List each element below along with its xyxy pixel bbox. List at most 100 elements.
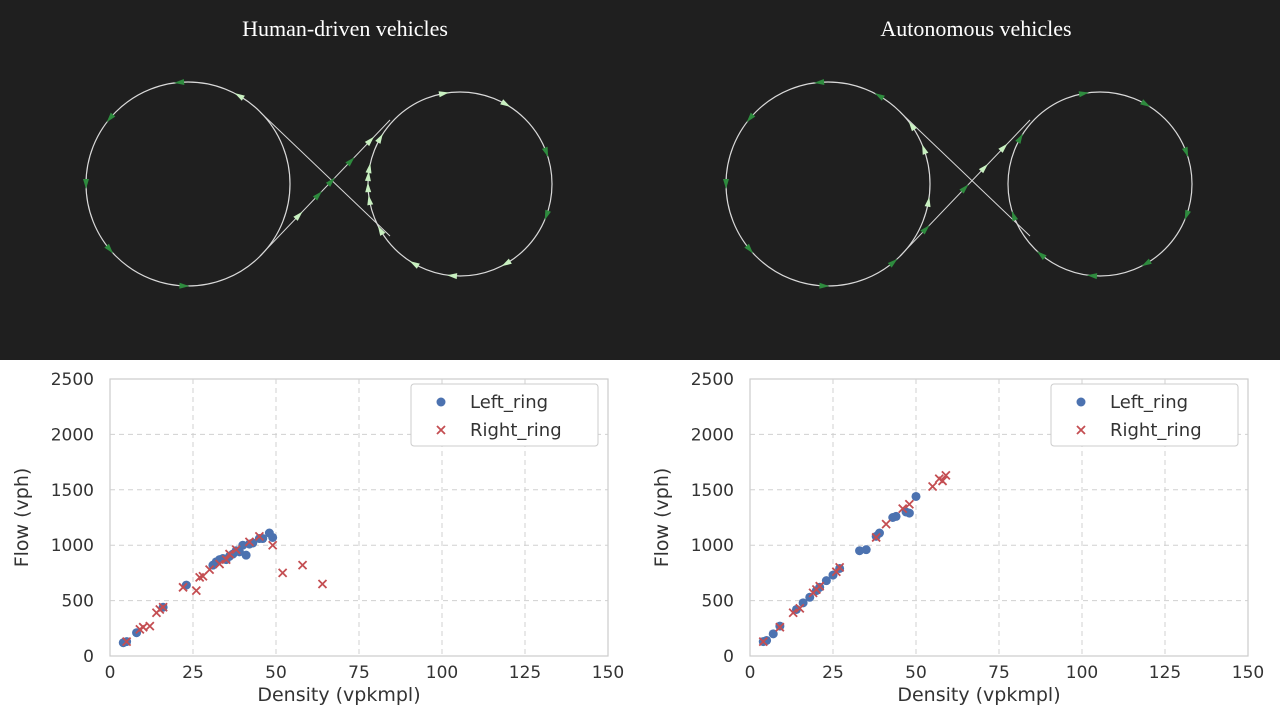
- right-ring-point: [191, 585, 201, 596]
- y-tick-label: 500: [702, 592, 734, 612]
- left-ring-point: [798, 598, 808, 608]
- legend: Left_ring Right_ring: [1050, 383, 1239, 447]
- left-ring-point: [861, 545, 871, 555]
- x-tick-label: 150: [1232, 663, 1264, 683]
- right-ring-point: [221, 554, 231, 565]
- vehicle-marker: [174, 78, 185, 85]
- legend-label: Right_ring: [470, 420, 562, 441]
- y-tick-label: 1500: [691, 481, 734, 501]
- vehicle-marker: [409, 261, 420, 269]
- y-tick-label: 1000: [51, 536, 94, 556]
- left-ring-point: [238, 540, 248, 550]
- vehicle-marker: [874, 93, 885, 101]
- x-tick-label: 25: [822, 663, 844, 683]
- right-ring-point: [904, 499, 914, 509]
- right-ring-point: [795, 603, 805, 613]
- vehicle-marker: [814, 78, 825, 85]
- right-ring-point: [145, 621, 155, 631]
- vehicle-marker: [1015, 133, 1023, 144]
- vehicle-marker: [723, 179, 729, 189]
- x-tick-label: 75: [988, 663, 1010, 683]
- legend-box: [410, 383, 599, 447]
- vehicle-marker: [978, 164, 988, 174]
- legend-marker-circle: [1076, 397, 1086, 407]
- vehicle-marker: [1181, 146, 1189, 158]
- vehicle-marker: [325, 177, 335, 187]
- left-ring-point: [768, 629, 778, 639]
- vehicle-marker: [367, 195, 374, 206]
- vehicle-marker: [1087, 273, 1098, 280]
- vehicle-marker: [364, 136, 374, 147]
- human-driven-flow-density-chart: 0 25 50 75 100 125 15005001000150020002500Dens…: [11, 370, 624, 706]
- vehicle-marker: [887, 258, 898, 268]
- human-driven-title: Human-driven vehicles: [242, 16, 448, 41]
- autonomous-flow-density-chart: 0 25 50 75 100 125 15005001000150020002500Dens…: [651, 370, 1264, 706]
- vehicle-marker: [106, 112, 116, 123]
- left-ring-track: [85, 81, 291, 287]
- y-tick-label: 2500: [51, 370, 94, 390]
- right-ring-point: [297, 560, 308, 570]
- right-ring-point: [835, 562, 845, 572]
- legend-marker-x: [436, 425, 446, 435]
- x-tick-label: 150: [592, 663, 624, 683]
- vehicle-marker: [541, 146, 549, 158]
- y-tick-label: 2000: [51, 425, 94, 445]
- right-ring-point: [941, 470, 951, 481]
- vehicle-marker: [377, 225, 386, 236]
- x-tick-label: 100: [1066, 663, 1098, 683]
- vehicle-marker: [500, 99, 511, 107]
- right-ring-point: [254, 531, 265, 541]
- vehicle-marker: [501, 258, 512, 267]
- right-ring-point: [937, 476, 948, 486]
- vehicle-marker: [1037, 251, 1047, 260]
- y-tick-label: 2500: [691, 370, 734, 390]
- vehicle-marker: [924, 196, 931, 208]
- vehicle-marker: [819, 282, 830, 289]
- right-ring-track: [1007, 91, 1193, 277]
- vehicle-marker: [1140, 99, 1151, 107]
- right-ring-point: [775, 622, 785, 632]
- connector-road: [259, 111, 391, 237]
- y-tick-label: 500: [62, 592, 94, 612]
- vehicle-marker: [234, 93, 245, 101]
- vehicle-marker: [959, 184, 969, 194]
- legend-marker-circle: [436, 397, 446, 407]
- right-ring-point: [178, 582, 188, 592]
- right-ring-point: [815, 581, 825, 591]
- x-tick-label: 100: [426, 663, 458, 683]
- vehicle-marker: [365, 163, 372, 174]
- right-ring-track: [367, 91, 553, 277]
- y-axis-label: Flow (vph): [11, 468, 33, 568]
- x-tick-label: 125: [509, 663, 541, 683]
- legend-marker-x: [1076, 425, 1086, 435]
- autonomous-title: Autonomous vehicles: [880, 16, 1072, 41]
- right-ring-point: [231, 544, 241, 555]
- vehicle-marker: [375, 133, 383, 144]
- y-axis-label: Flow (vph): [651, 468, 673, 568]
- x-tick-label: 125: [1149, 663, 1181, 683]
- right-ring-point: [224, 549, 235, 559]
- right-ring-point: [871, 532, 881, 543]
- y-tick-label: 0: [83, 647, 94, 667]
- x-tick-label: 75: [348, 663, 370, 683]
- y-tick-label: 0: [723, 647, 734, 667]
- vehicle-marker: [447, 273, 458, 280]
- legend: Left_ring Right_ring: [410, 383, 599, 447]
- vehicle-marker: [179, 282, 190, 289]
- legend-label: Left_ring: [470, 392, 548, 413]
- vehicle-marker: [104, 243, 114, 254]
- vehicle-marker: [438, 91, 449, 98]
- vehicle-marker: [920, 225, 930, 235]
- vehicle-marker: [293, 211, 303, 221]
- right-ring-point: [158, 602, 168, 612]
- y-tick-label: 1500: [51, 481, 94, 501]
- vehicle-marker: [1184, 209, 1191, 221]
- vehicle-marker: [312, 191, 322, 201]
- vehicle-marker: [364, 171, 371, 182]
- left-ring-point: [268, 532, 278, 542]
- vehicle-marker: [1011, 210, 1019, 222]
- x-tick-label: 0: [745, 663, 756, 683]
- x-axis-label: Density (vpkmpl): [897, 684, 1060, 706]
- right-ring-point: [244, 537, 255, 547]
- right-ring-point: [268, 540, 278, 550]
